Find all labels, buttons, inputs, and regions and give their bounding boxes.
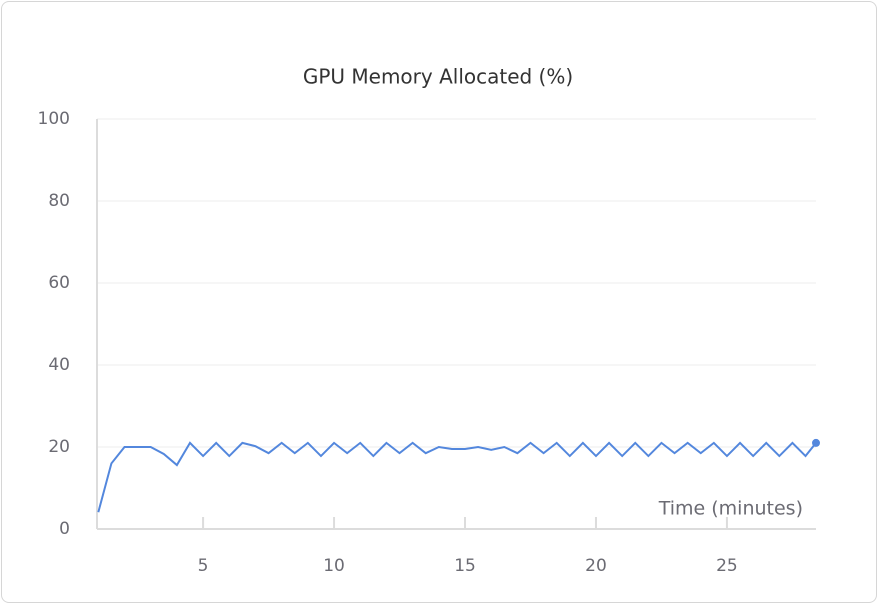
x-tick-label: 25: [716, 556, 738, 576]
y-tick-label: 60: [48, 273, 70, 293]
x-tick-label: 20: [585, 556, 607, 576]
x-tick-label: 5: [198, 556, 209, 576]
y-tick-label: 80: [48, 191, 70, 211]
y-tick-label: 20: [48, 437, 70, 457]
last-point: [812, 438, 820, 447]
y-tick-label: 40: [48, 355, 70, 375]
y-tick-label: 100: [38, 109, 70, 129]
y-tick-label: 0: [59, 519, 70, 539]
x-axis-label: Time (minutes): [658, 498, 803, 520]
x-tick-label: 15: [454, 556, 476, 576]
x-tick-label: 10: [323, 556, 345, 576]
data-line: [97, 441, 817, 513]
chart-title: GPU Memory Allocated (%): [303, 65, 573, 89]
